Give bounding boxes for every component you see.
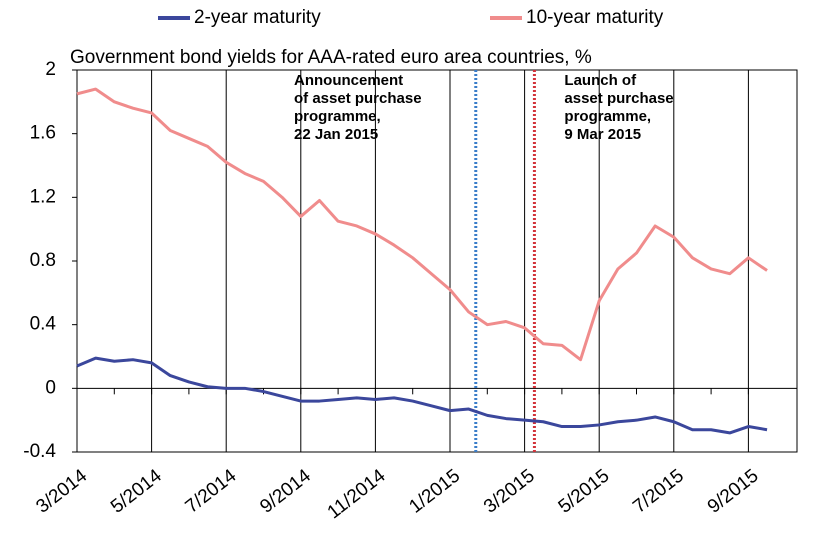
legend-label: 2-year maturity (194, 7, 321, 28)
x-tick-label: 3/2014 (32, 465, 91, 518)
series-line (76, 356, 768, 435)
annotation-text: Launch of (564, 72, 637, 89)
annotation-text: 9 Mar 2015 (564, 126, 641, 143)
annotation-text: programme, (564, 108, 651, 125)
x-tick-label: 9/2014 (256, 465, 315, 518)
x-tick-label: 1/2015 (405, 465, 464, 517)
legend-label: 10-year maturity (526, 7, 664, 28)
x-tick-label: 7/2015 (629, 465, 688, 517)
x-tick-label: 11/2014 (324, 465, 390, 523)
x-tick-label: 3/2015 (480, 465, 539, 517)
x-tick-label: 5/2014 (107, 465, 166, 518)
annotation-text: asset purchase (564, 90, 673, 107)
annotation-text: of asset purchase (294, 90, 422, 107)
series-line (76, 87, 768, 362)
y-tick-label: 0.4 (30, 314, 57, 335)
y-tick-label: 0 (45, 377, 56, 398)
annotation-text: Announcement (294, 72, 403, 89)
chart-title: Government bond yields for AAA-rated eur… (70, 47, 592, 68)
y-tick-label: 1.6 (30, 123, 56, 144)
y-tick-label: -0.4 (23, 441, 56, 462)
y-tick-label: 1.2 (30, 186, 56, 207)
plot-frame (76, 69, 798, 453)
annotation-text: programme, (294, 108, 381, 125)
y-tick-label: 2 (45, 59, 56, 80)
x-tick-label: 5/2015 (555, 465, 614, 517)
annotation-text: 22 Jan 2015 (294, 126, 378, 143)
y-tick-label: 0.8 (30, 250, 56, 271)
x-tick-label: 9/2015 (704, 465, 763, 517)
x-tick-label: 7/2014 (182, 465, 241, 518)
